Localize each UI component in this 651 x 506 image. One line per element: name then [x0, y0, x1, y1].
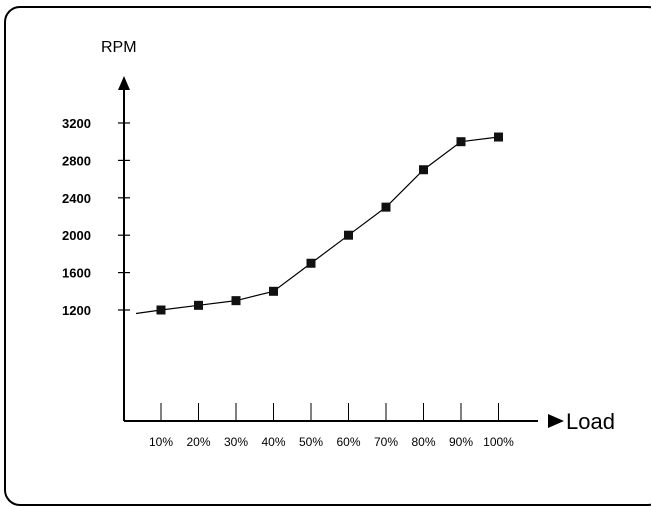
x-tick-label: 50%: [299, 435, 323, 449]
series-line: [135, 136, 499, 315]
x-axis-arrow: [548, 414, 564, 428]
x-tick-label: 20%: [186, 435, 210, 449]
x-tick-label: 40%: [261, 435, 285, 449]
y-tick-label: 2000: [62, 228, 91, 243]
data-point-marker: [231, 296, 241, 306]
x-axis-title: Load: [566, 409, 615, 434]
y-tick-label: 2800: [62, 153, 91, 168]
y-axis-title: RPM: [101, 39, 137, 56]
data-point-marker: [494, 132, 503, 142]
axes: [118, 76, 564, 428]
data-point-marker: [306, 258, 316, 268]
y-tick-label: 2400: [62, 191, 91, 206]
rpm-load-chart: 1200 1600 2000 2400 2800 3200 10% 20% 30% 40% 50%…: [62, 39, 615, 449]
x-tick-label: 10%: [149, 435, 173, 449]
data-point-marker: [156, 305, 166, 315]
x-tick-label: 70%: [374, 435, 398, 449]
y-tick-label: 1600: [62, 266, 91, 281]
data-point-marker: [419, 165, 428, 175]
series: [135, 132, 503, 315]
y-tick-label: 1200: [62, 303, 91, 318]
data-point-marker: [194, 300, 203, 310]
y-axis-arrow: [118, 76, 130, 90]
x-ticks: 10% 20% 30% 40% 50% 60% 70% 80% 90% 100%: [149, 403, 514, 449]
data-point-marker: [269, 286, 278, 296]
x-tick-label: 90%: [449, 435, 473, 449]
x-tick-label: 80%: [411, 435, 435, 449]
x-tick-label: 30%: [224, 435, 248, 449]
y-tick-label: 3200: [62, 116, 91, 131]
x-tick-label: 100%: [483, 435, 514, 449]
x-tick-label: 60%: [336, 435, 360, 449]
data-point-marker: [344, 230, 353, 240]
data-point-marker: [456, 137, 466, 147]
y-ticks: 1200 1600 2000 2400 2800 3200: [62, 116, 130, 318]
data-point-marker: [381, 202, 391, 212]
